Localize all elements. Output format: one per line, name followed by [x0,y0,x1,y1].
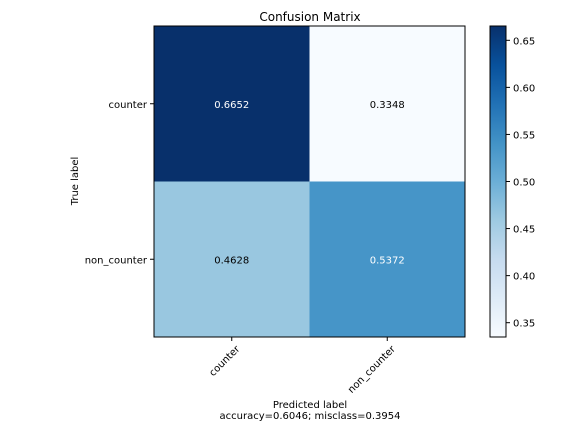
colorbar-tick-label: 0.65 [513,36,535,47]
colorbar-tick-label: 0.50 [513,178,535,189]
heatmap-cell [154,26,310,182]
x-tick-label: non_counter [346,343,398,395]
colorbar-ticks: 0.35 0.40 0.45 0.50 0.55 0.60 0.65 [506,36,535,330]
colorbar-tick-label: 0.35 [513,319,535,330]
x-axis-sublabel: accuracy=0.6046; misclass=0.3954 [220,411,401,422]
x-axis-ticks: counter non_counter [207,337,399,396]
cell-value-label: 0.6652 [214,100,249,111]
heatmap-cell [154,181,310,337]
cell-value-label: 0.3348 [370,100,405,111]
y-axis-label: True label [70,157,81,207]
x-axis-label: Predicted label [273,400,347,411]
heatmap-cell-labels: 0.6652 0.3348 0.4628 0.5372 [214,100,405,267]
colorbar-tick-label: 0.45 [513,225,535,236]
chart-title: Confusion Matrix [259,10,360,24]
y-axis-ticks: counter non_counter [85,100,154,266]
y-tick-label: counter [109,100,148,111]
colorbar-tick-label: 0.60 [513,83,535,94]
plot-frame [153,25,466,338]
heatmap-cell [309,181,465,337]
colorbar-tick-label: 0.55 [513,130,535,141]
cell-value-label: 0.5372 [370,255,405,266]
x-tick-label: counter [207,343,243,379]
heatmap-cells [154,26,465,337]
cell-value-label: 0.4628 [214,255,249,266]
heatmap-cell [309,26,465,182]
y-tick-label: non_counter [85,255,148,266]
colorbar-tick-label: 0.40 [513,272,535,283]
colorbar [489,25,507,338]
